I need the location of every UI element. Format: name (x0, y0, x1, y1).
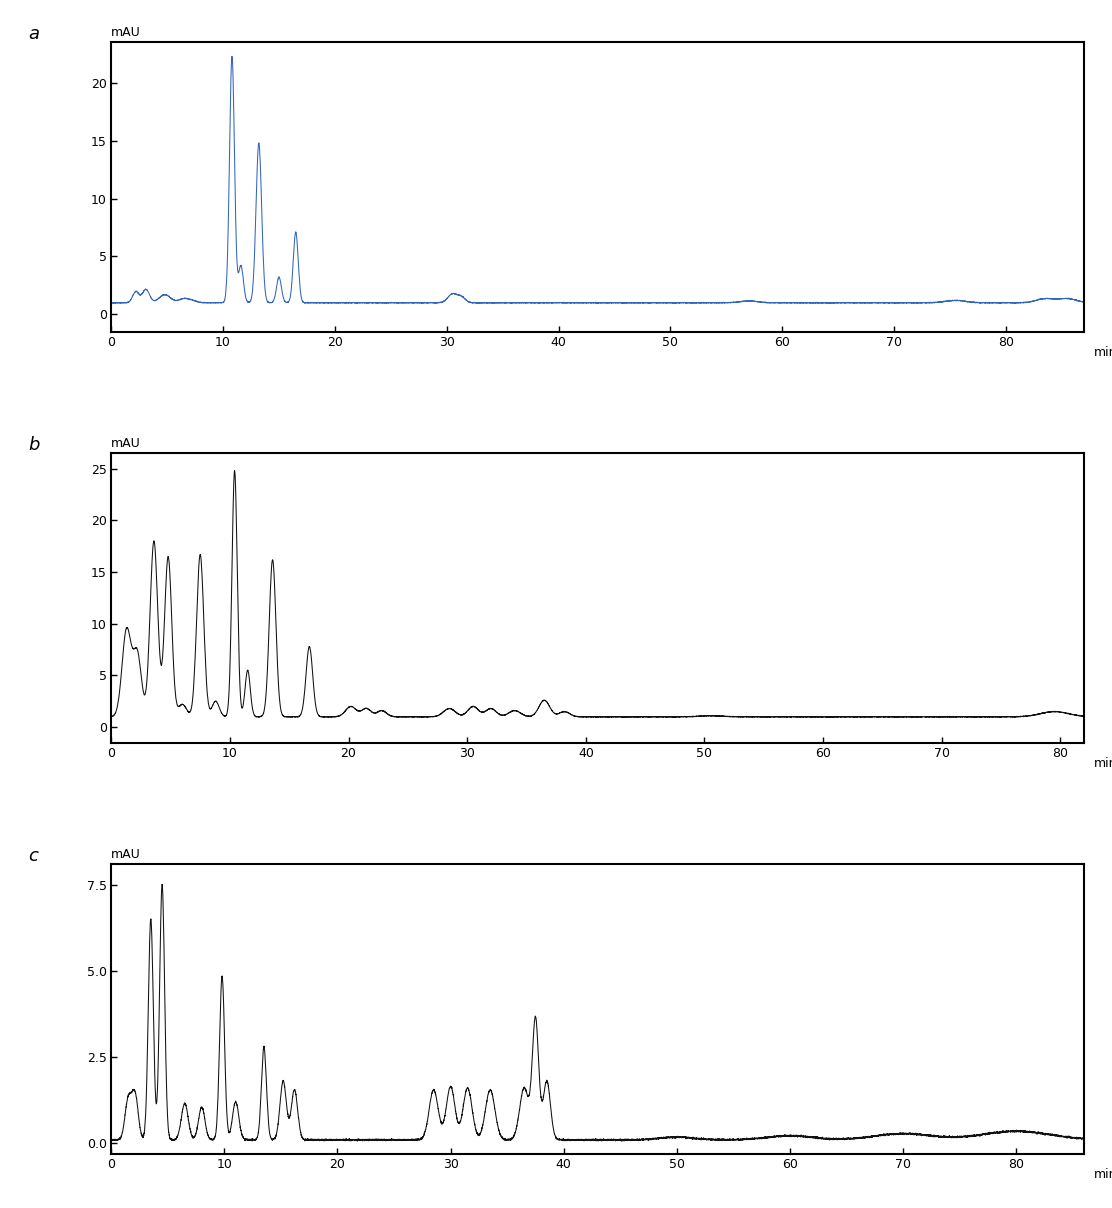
Text: min: min (1094, 1168, 1112, 1181)
Text: mAU: mAU (111, 27, 141, 40)
Text: min: min (1094, 347, 1112, 359)
Text: min: min (1094, 757, 1112, 771)
Text: b: b (29, 436, 40, 454)
Text: c: c (29, 847, 39, 865)
Text: a: a (29, 25, 40, 43)
Text: mAU: mAU (111, 848, 141, 861)
Text: mAU: mAU (111, 437, 141, 451)
